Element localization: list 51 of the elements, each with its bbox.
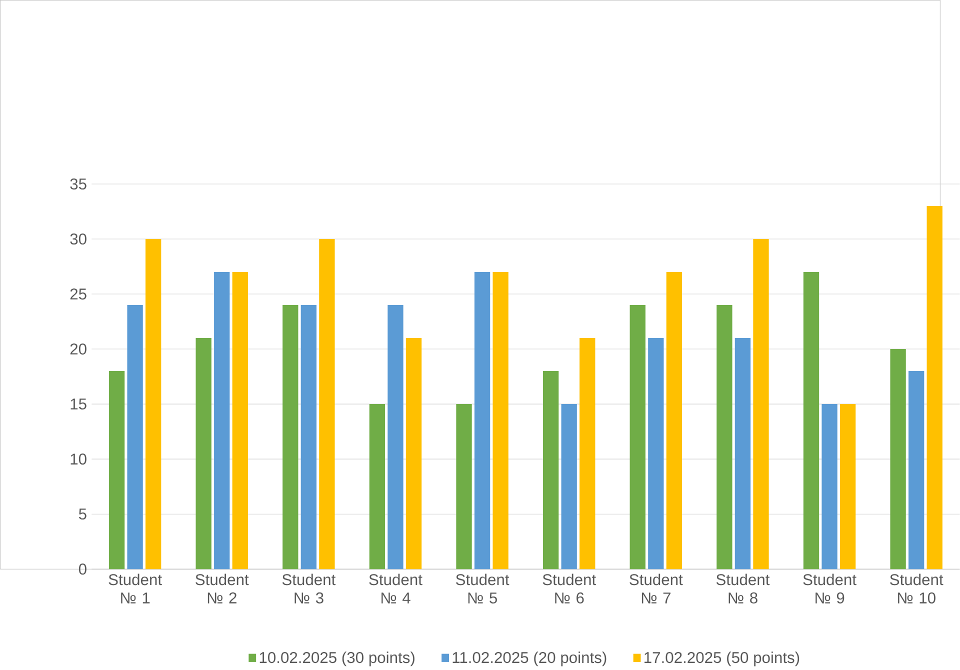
bar [369, 404, 386, 570]
y-tick-label: 35 [70, 178, 86, 190]
bar [456, 404, 472, 570]
bar [840, 404, 856, 570]
bar [630, 304, 646, 570]
x-tick-label: Student № 9 [803, 574, 856, 604]
bar [214, 272, 230, 570]
bar [319, 238, 335, 570]
x-tick-label: Student № 10 [890, 574, 944, 604]
x-tick-label: Student № 1 [108, 574, 162, 604]
legend-label: 17.02.2025 (50 points) [644, 652, 800, 666]
y-tick-label: 20 [70, 343, 86, 355]
y-tick-label: 10 [70, 453, 86, 465]
bar [666, 272, 682, 570]
bar [753, 238, 769, 570]
x-tick-label: Student № 6 [542, 574, 596, 604]
bar [648, 338, 664, 570]
bar [908, 370, 924, 570]
bar [890, 348, 906, 570]
x-tick-label: Student № 2 [196, 574, 249, 604]
bar [300, 304, 317, 570]
bar [282, 304, 298, 570]
x-tick-label: Student № 5 [456, 574, 510, 604]
y-tick-label: 0 [78, 563, 86, 575]
bar [388, 304, 404, 570]
bar [196, 338, 212, 570]
bar [542, 370, 559, 570]
bar [406, 338, 422, 570]
x-tick-label: Student № 7 [630, 574, 683, 604]
bar [232, 272, 248, 570]
y-tick-label: 5 [78, 508, 86, 520]
y-tick-label: 25 [70, 288, 86, 300]
bar [145, 238, 162, 570]
legend-label: 11.02.2025 (20 points) [452, 652, 606, 666]
y-tick-label: 30 [70, 233, 86, 244]
y-tick-label: 15 [70, 398, 86, 410]
bar [734, 338, 751, 570]
x-tick-label: Student № 4 [369, 574, 422, 604]
bar [803, 272, 820, 570]
x-tick-label: Student № 8 [716, 574, 770, 604]
x-tick-label: Student № 3 [282, 574, 336, 604]
bar [127, 304, 143, 570]
bar [474, 272, 490, 570]
legend-label: 10.02.2025 (30 points) [260, 652, 414, 666]
bar [580, 338, 596, 570]
bar [822, 404, 838, 570]
bar [492, 272, 508, 570]
bar [561, 404, 577, 570]
bar [108, 370, 125, 570]
bar [716, 304, 732, 570]
bar [926, 206, 942, 570]
